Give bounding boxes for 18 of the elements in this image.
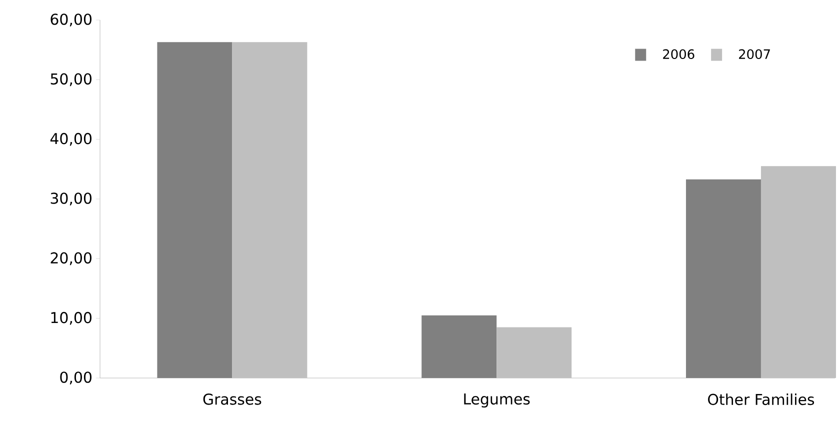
bar: [686, 179, 761, 378]
bar: [157, 42, 232, 378]
bar: [760, 166, 836, 378]
y-tick-label: 10,00: [51, 312, 92, 325]
legend-label: 2007: [739, 49, 770, 60]
x-tick-label: Legumes: [464, 394, 530, 408]
bar: [496, 327, 572, 378]
x-tick-label: Grasses: [203, 394, 262, 405]
bar: [422, 315, 497, 378]
y-tick-label: 40,00: [50, 132, 92, 146]
y-tick-label: 20,00: [50, 252, 92, 266]
y-tick-label: 60,00: [50, 14, 92, 26]
legend-label: 2006: [663, 49, 694, 60]
y-tick-label: 30,00: [50, 192, 92, 206]
y-tick-label: 50,00: [50, 73, 92, 86]
bar: [232, 42, 308, 378]
y-tick-label: 0,00: [60, 372, 92, 384]
x-tick-label: Other Families: [708, 394, 814, 406]
